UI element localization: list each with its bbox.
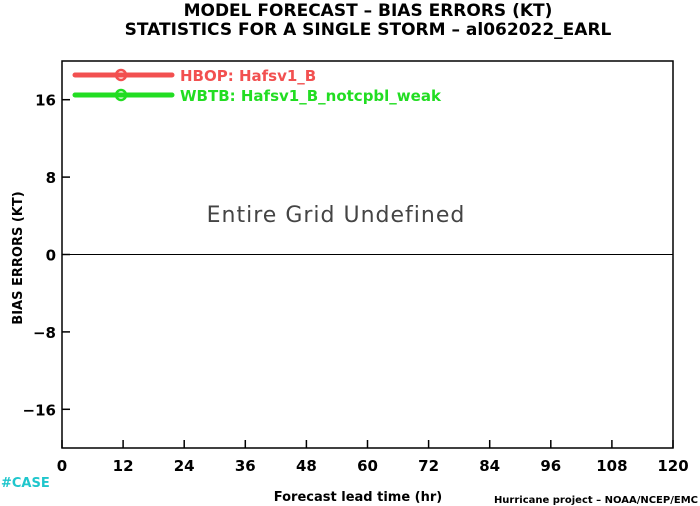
- x-tick-label: 108: [596, 457, 627, 475]
- legend-entry: HBOP: Hafsv1_B: [72, 67, 316, 85]
- y-tick-label: 8: [46, 169, 56, 187]
- x-tick-label: 96: [540, 457, 561, 475]
- credit-text: Hurricane project – NOAA/NCEP/EMC: [494, 495, 698, 506]
- legend-label: HBOP: Hafsv1_B: [180, 67, 316, 85]
- y-tick-label: 0: [46, 247, 56, 265]
- case-tag: #CASE: [1, 476, 50, 491]
- legend-marker: [114, 88, 128, 102]
- x-tick-label: 24: [174, 457, 195, 475]
- x-tick-label: 0: [57, 457, 67, 475]
- x-tick-label: 36: [235, 457, 256, 475]
- chart-title: MODEL FORECAST – BIAS ERRORS (KT): [184, 1, 553, 21]
- legend-entry: WBTB: Hafsv1_B_notcpbl_weak: [72, 87, 442, 105]
- x-tick-label: 48: [296, 457, 317, 475]
- y-tick-label: −16: [23, 401, 56, 419]
- x-axis-ticks: 0 12 24 36 48 60 72 84 96 108 120: [57, 440, 689, 475]
- x-tick-label: 84: [479, 457, 500, 475]
- x-tick-label: 60: [357, 457, 378, 475]
- y-tick-label: −8: [33, 324, 56, 342]
- x-axis-label: Forecast lead time (hr): [274, 490, 442, 505]
- y-tick-label: 16: [35, 92, 56, 110]
- legend: HBOP: Hafsv1_B WBTB: Hafsv1_B_notcpbl_wea…: [72, 67, 442, 105]
- y-axis-label: BIAS ERRORS (KT): [11, 191, 26, 324]
- legend-marker: [114, 68, 128, 82]
- x-tick-label: 72: [418, 457, 439, 475]
- x-tick-label: 12: [113, 457, 134, 475]
- x-tick-label: 120: [657, 457, 688, 475]
- y-axis-ticks: −16 −8 0 8 16: [23, 92, 70, 419]
- undefined-grid-annotation: Entire Grid Undefined: [207, 203, 466, 228]
- legend-label: WBTB: Hafsv1_B_notcpbl_weak: [180, 87, 442, 105]
- chart-subtitle: STATISTICS FOR A SINGLE STORM – al062022…: [125, 20, 612, 40]
